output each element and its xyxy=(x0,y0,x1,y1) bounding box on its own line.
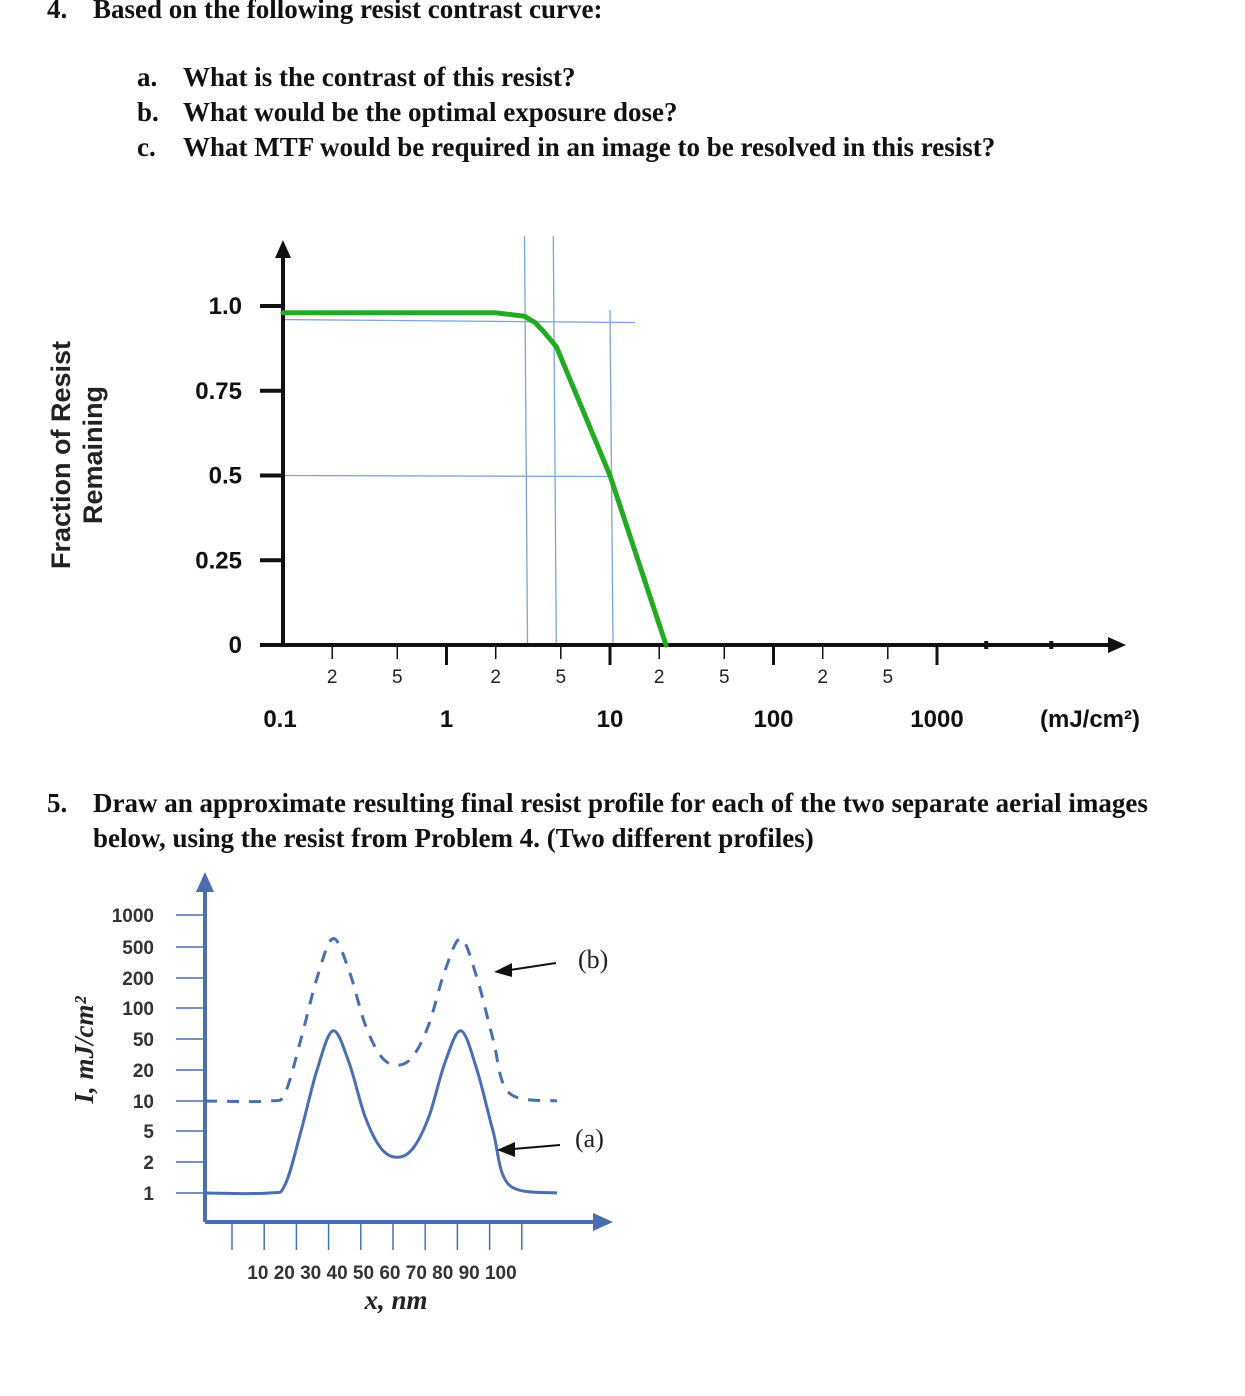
y-tick-label: 0.75 xyxy=(195,378,242,405)
question-text: What MTF would be required in an image t… xyxy=(183,132,996,162)
series-b-dashed-line xyxy=(204,937,558,1104)
question-text: What is the contrast of this resist? xyxy=(183,62,576,92)
question-c: c. What MTF would be required in an image… xyxy=(137,132,995,163)
contrast-curve-line xyxy=(280,310,669,648)
y-tick-label: 1 xyxy=(143,1184,154,1205)
x-tick-label: 100 xyxy=(753,706,793,733)
x-minor-label: 2 xyxy=(327,667,338,688)
x-axis-label: x, nm xyxy=(363,1285,427,1315)
guide-horizontal xyxy=(282,318,636,324)
problem-5: 5. Draw an approximate resulting final r… xyxy=(47,786,1193,856)
problem-4-heading: 4. Based on the following resist contrast… xyxy=(47,0,602,25)
guide-lines xyxy=(282,235,636,646)
y-axis-label-line1: Fraction of Resist xyxy=(46,341,76,569)
y-tick-label: 50 xyxy=(133,1030,154,1051)
y-axis-label: I, mJ/cm² xyxy=(69,996,99,1105)
y-ticks: 1000 500 200 100 50 20 10 5 2 1 xyxy=(112,906,205,1205)
guide-horizontal xyxy=(282,474,614,478)
y-tick-label: 1000 xyxy=(112,906,154,927)
guide-vertical xyxy=(552,235,557,646)
y-tick-label: 0.25 xyxy=(195,547,242,574)
question-label: b. xyxy=(137,97,159,127)
y-axis-label-line2: Remaining xyxy=(78,386,108,524)
x-ticks: 0.1 1 10 100 1000 2 5 2 5 2 5 2 5 xyxy=(263,641,1054,733)
x-minor-label: 5 xyxy=(719,667,730,688)
x-minor-label: 2 xyxy=(654,667,665,688)
y-tick-label: 0 xyxy=(229,632,242,659)
x-minor-label: 5 xyxy=(555,667,566,688)
question-a: a. What is the contrast of this resist? xyxy=(137,62,575,93)
y-tick-label: 500 xyxy=(122,938,154,959)
y-tick-label: 0.5 xyxy=(209,463,242,490)
axes xyxy=(196,872,613,1231)
x-minor-label: 2 xyxy=(817,667,828,688)
y-tick-label: 5 xyxy=(143,1122,154,1143)
y-tick-label: 100 xyxy=(122,999,154,1020)
arrow-a xyxy=(497,1142,561,1157)
y-tick-label: 10 xyxy=(133,1092,154,1113)
x-axis-unit: (mJ/cm²) xyxy=(1040,706,1140,733)
question-label: c. xyxy=(137,132,156,162)
y-axis-arrow xyxy=(196,872,214,892)
y-tick-label: 200 xyxy=(122,969,154,990)
x-tick-labels: 10 20 30 40 50 60 70 80 90 100 xyxy=(247,1263,516,1284)
x-minor-label: 5 xyxy=(392,667,403,688)
y-tick-label: 20 xyxy=(133,1061,154,1082)
problem-number: 4. xyxy=(47,0,68,24)
x-axis-arrow xyxy=(1108,637,1126,653)
x-axis-arrow xyxy=(593,1213,613,1231)
contrast-curve-chart: Fraction of Resist Remaining 1.0 0.75 0.5 0… xyxy=(46,235,1140,733)
y-axis-label: Fraction of Resist Remaining xyxy=(46,341,108,569)
question-text: What would be the optimal exposure dose? xyxy=(183,97,678,127)
x-minor-label: 2 xyxy=(490,667,501,688)
problem-number: 5. xyxy=(47,788,68,818)
x-ticks xyxy=(231,1222,523,1250)
x-minor-label: 5 xyxy=(882,667,893,688)
problem-text: Draw an approximate resulting final resi… xyxy=(93,788,1148,853)
series-a-solid-line xyxy=(204,1029,558,1196)
question-label: a. xyxy=(137,62,158,92)
axes xyxy=(275,240,1126,653)
x-tick-label: 1 xyxy=(440,706,453,733)
guide-vertical xyxy=(523,235,529,646)
x-tick-label: 1000 xyxy=(910,706,963,733)
y-tick-label: 2 xyxy=(143,1153,154,1174)
label-a: (a) xyxy=(575,1124,604,1153)
y-ticks: 1.0 0.75 0.5 0.25 0 xyxy=(195,293,283,659)
x-tick-label: 10 xyxy=(597,706,624,733)
label-b: (b) xyxy=(578,945,608,974)
y-axis-arrow xyxy=(275,240,291,258)
arrow-b xyxy=(494,962,557,977)
problem-title: Based on the following resist contrast c… xyxy=(93,0,603,24)
x-tick-label: 0.1 xyxy=(263,706,296,733)
y-tick-label: 1.0 xyxy=(209,293,242,320)
question-b: b. What would be the optimal exposure dos… xyxy=(137,97,678,128)
